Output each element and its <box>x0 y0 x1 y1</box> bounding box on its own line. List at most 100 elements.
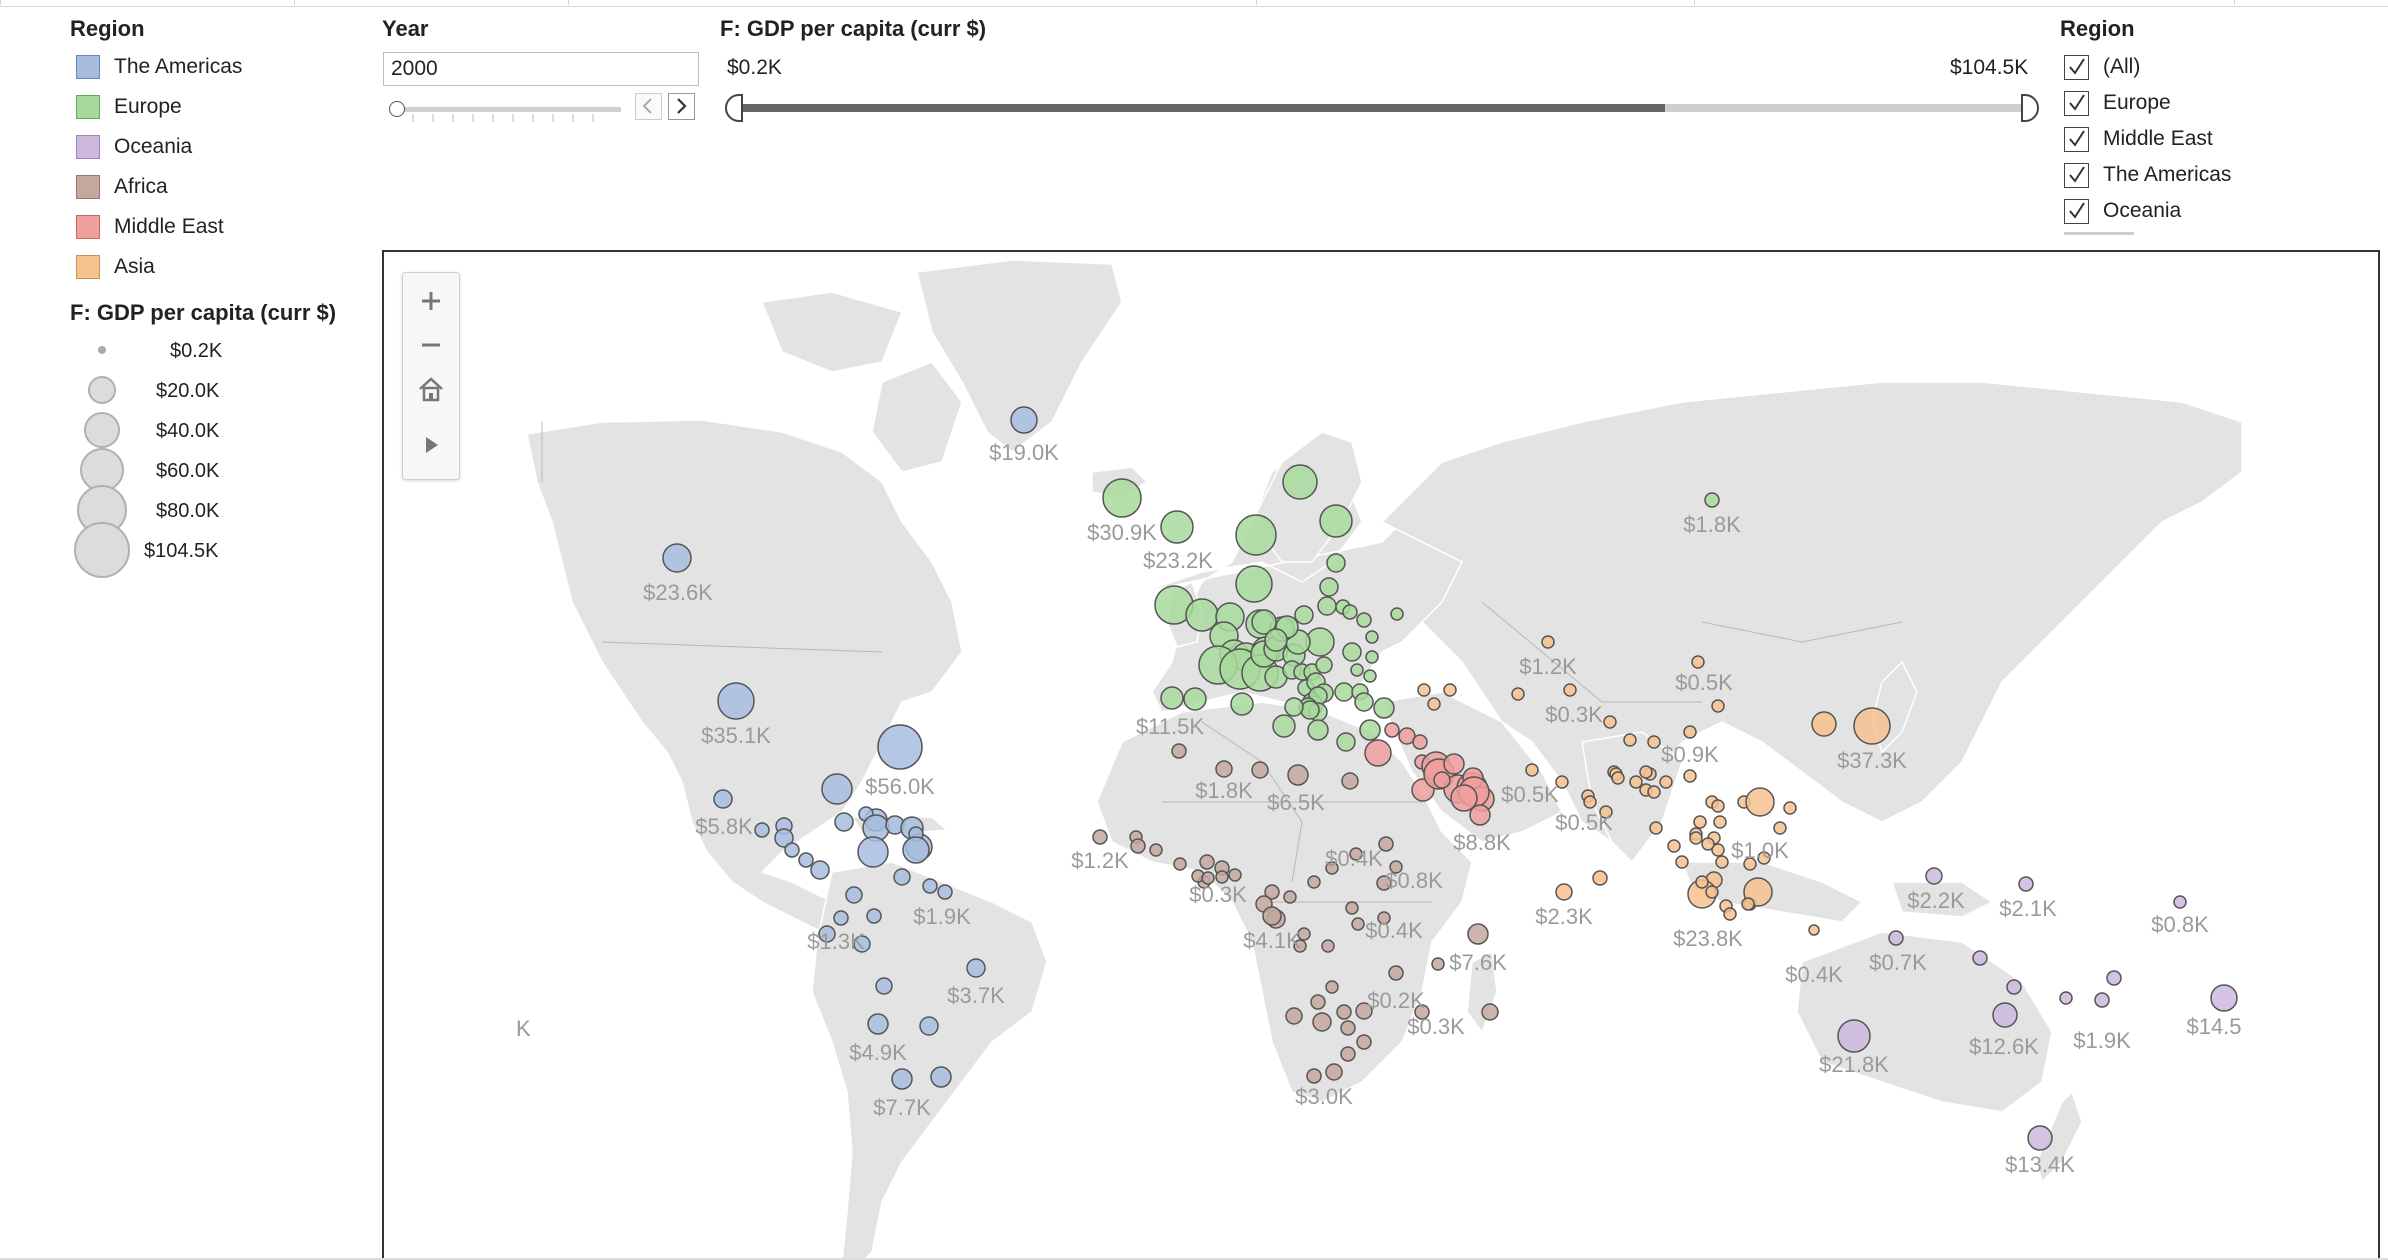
gdp-bubble[interactable] <box>2027 1125 2053 1151</box>
gdp-bubble[interactable] <box>774 828 794 848</box>
gdp-bubble[interactable] <box>1713 815 1727 829</box>
gdp-bubble[interactable] <box>1356 612 1372 628</box>
gdp-bubble[interactable] <box>1683 725 1697 739</box>
gdp-bubble[interactable] <box>2210 984 2238 1012</box>
gdp-bubble[interactable] <box>1443 753 1465 775</box>
gdp-bubble[interactable] <box>1837 1019 1871 1053</box>
gdp-bubble[interactable] <box>717 682 755 720</box>
gdp-bubble[interactable] <box>1230 692 1254 716</box>
gdp-bubble[interactable] <box>1315 656 1333 674</box>
gdp-bubble[interactable] <box>1319 577 1339 597</box>
gdp-bubble[interactable] <box>1307 875 1321 889</box>
gdp-bubble[interactable] <box>1649 821 1663 835</box>
gdp-bubble[interactable] <box>1745 787 1775 817</box>
gdp-bubble[interactable] <box>1365 630 1379 644</box>
gdp-bubble[interactable] <box>1377 911 1391 925</box>
region-checkbox[interactable] <box>2064 198 2089 224</box>
gdp-bubble[interactable] <box>1443 683 1457 697</box>
gdp-bubble[interactable] <box>1171 743 1187 759</box>
gdp-bubble[interactable] <box>1130 838 1146 854</box>
gdp-bubble[interactable] <box>754 822 770 838</box>
year-input[interactable]: 2000 <box>383 52 699 86</box>
gdp-bubble[interactable] <box>1414 1004 1430 1020</box>
gdp-bubble[interactable] <box>1364 739 1392 767</box>
gdp-bubble[interactable] <box>1334 682 1354 702</box>
gdp-bubble[interactable] <box>784 842 800 858</box>
gdp-bubble[interactable] <box>798 852 814 868</box>
gdp-range-slider[interactable] <box>725 94 2040 122</box>
gdp-bubble[interactable] <box>1336 732 1356 752</box>
gdp-bubble[interactable] <box>1201 871 1215 885</box>
gdp-bubble[interactable] <box>1599 805 1613 819</box>
gdp-bubble[interactable] <box>2106 970 2122 986</box>
gdp-bubble[interactable] <box>1398 727 1416 745</box>
gdp-bubble[interactable] <box>919 1016 939 1036</box>
gdp-bubble[interactable] <box>1647 785 1661 799</box>
gdp-bubble[interactable] <box>1102 478 1142 518</box>
color-legend-item[interactable]: Africa <box>76 172 168 202</box>
gdp-min-handle[interactable] <box>725 94 743 122</box>
color-legend-item[interactable]: The Americas <box>76 52 242 82</box>
gdp-bubble[interactable] <box>1431 957 1445 971</box>
gdp-bubble[interactable] <box>1711 699 1725 713</box>
gdp-bubble[interactable] <box>937 884 953 900</box>
gdp-bubble[interactable] <box>1282 464 1318 500</box>
region-filter-item[interactable]: (All) <box>2064 52 2140 82</box>
year-prev-button[interactable] <box>635 93 662 120</box>
gdp-bubble[interactable] <box>1251 761 1269 779</box>
reset-view-button[interactable] <box>403 367 459 411</box>
gdp-bubble[interactable] <box>845 886 863 904</box>
gdp-bubble[interactable] <box>922 878 938 894</box>
gdp-bubble[interactable] <box>1326 553 1346 573</box>
gdp-bubble[interactable] <box>1349 847 1363 861</box>
region-checkbox[interactable] <box>2064 90 2089 116</box>
gdp-bubble[interactable] <box>1647 735 1661 749</box>
region-checkbox[interactable] <box>2064 162 2089 188</box>
gdp-bubble[interactable] <box>877 724 923 770</box>
gdp-bubble[interactable] <box>1695 875 1709 889</box>
gdp-bubble[interactable] <box>1583 795 1597 809</box>
gdp-bubble[interactable] <box>810 860 830 880</box>
gdp-bubble[interactable] <box>1715 855 1729 869</box>
gdp-bubble[interactable] <box>930 1066 952 1088</box>
gdp-bubble[interactable] <box>1704 492 1720 508</box>
gdp-bubble[interactable] <box>1215 760 1233 778</box>
year-slider[interactable] <box>383 98 623 122</box>
gdp-bubble[interactable] <box>966 958 986 978</box>
gdp-bubble[interactable] <box>1173 857 1187 871</box>
gdp-bubble[interactable] <box>1773 821 1787 835</box>
gdp-bubble[interactable] <box>1160 686 1184 710</box>
gdp-bubble[interactable] <box>1307 719 1329 741</box>
gdp-bubble[interactable] <box>1351 917 1365 931</box>
gdp-bubble[interactable] <box>1563 683 1577 697</box>
gdp-bubble[interactable] <box>1183 687 1207 711</box>
gdp-bubble[interactable] <box>1783 801 1797 815</box>
gdp-max-handle[interactable] <box>2021 94 2039 122</box>
region-filter-item[interactable]: The Americas <box>2064 160 2231 190</box>
gdp-bubble[interactable] <box>1354 692 1374 712</box>
region-checkbox[interactable] <box>2064 54 2089 80</box>
gdp-bubble[interactable] <box>2059 991 2073 1005</box>
gdp-bubble[interactable] <box>1356 1034 1372 1050</box>
gdp-bubble[interactable] <box>1325 861 1339 875</box>
gdp-bubble[interactable] <box>1743 857 1757 871</box>
gdp-bubble[interactable] <box>1853 707 1891 745</box>
gdp-bubble[interactable] <box>2018 876 2034 892</box>
gdp-bubble[interactable] <box>2173 895 2187 909</box>
gdp-bubble[interactable] <box>1623 733 1637 747</box>
gdp-bubble[interactable] <box>1294 605 1314 625</box>
gdp-bubble[interactable] <box>833 910 849 926</box>
gdp-bubble[interactable] <box>1555 883 1573 901</box>
gdp-bubble[interactable] <box>1283 890 1297 904</box>
gdp-bubble[interactable] <box>1683 769 1697 783</box>
gdp-bubble[interactable] <box>1757 851 1771 865</box>
gdp-bubble[interactable] <box>1925 867 1943 885</box>
gdp-bubble[interactable] <box>1300 700 1320 720</box>
gdp-bubble[interactable] <box>1808 924 1820 936</box>
gdp-bubble[interactable] <box>1342 642 1362 662</box>
gdp-bubble[interactable] <box>1306 1068 1322 1084</box>
gdp-bubble[interactable] <box>1284 697 1304 717</box>
gdp-bubble[interactable] <box>1359 719 1381 741</box>
gdp-bubble[interactable] <box>1373 697 1395 719</box>
gdp-bubble[interactable] <box>1312 1012 1332 1032</box>
